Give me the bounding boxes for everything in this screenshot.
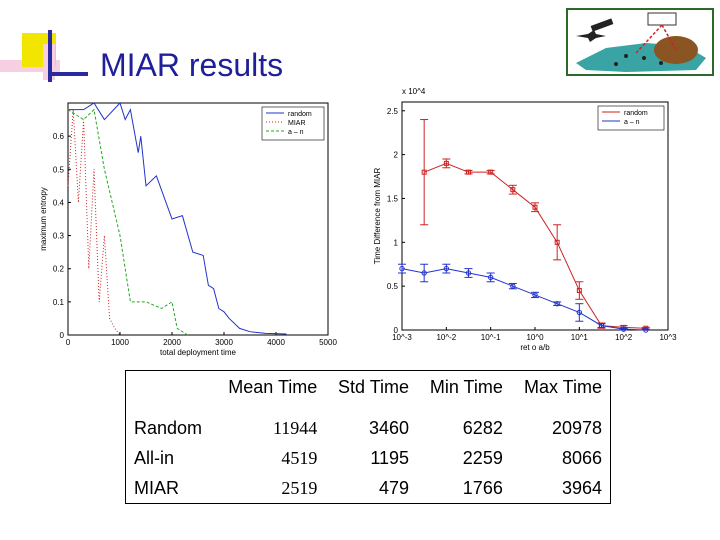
series-line-random: [68, 102, 287, 335]
y-tick-label: 0.4: [53, 198, 65, 207]
decor-blue-hline: [48, 72, 88, 76]
x-tick-label: 3000: [215, 338, 233, 347]
plot-frame: [67, 102, 329, 336]
y-tick-label: 1: [394, 238, 399, 247]
y-tick-label: 0.2: [53, 265, 65, 274]
cell-mean: 11944: [272, 417, 318, 438]
data-point: [487, 274, 494, 281]
cell-std: 1195: [370, 447, 410, 468]
legend-label: a – n: [288, 129, 304, 136]
illustration-label-box: [647, 12, 677, 26]
y-axis-label: Time Difference from MIAR: [373, 168, 382, 265]
x-axis-label: total deployment time: [160, 348, 237, 357]
results-table: Mean Time Std Time Min Time Max Time Ran…: [125, 370, 611, 504]
cell-mean: 4519: [281, 447, 318, 468]
decor-blue-vline: [48, 30, 52, 82]
table-row: MIAR 2519 479 1766 3964: [126, 473, 611, 504]
header-max-time: Max Time: [523, 377, 602, 397]
cell-mean: 2519: [281, 477, 318, 498]
y-axis-label: maximum entropy: [40, 187, 48, 251]
data-point: [576, 288, 582, 294]
sensor-network-illustration: [566, 8, 714, 76]
data-point: [443, 265, 450, 272]
header-min-time: Min Time: [429, 377, 503, 397]
y-tick-label: 0.5: [53, 165, 65, 174]
cell-max: 8066: [561, 447, 602, 468]
axis-multiplier: x 10^4: [402, 87, 426, 96]
x-tick-label: 10^-2: [436, 333, 456, 342]
row-label: Random: [134, 417, 203, 438]
y-tick-label: 0.1: [53, 298, 65, 307]
y-tick-label: 0: [60, 331, 65, 340]
cell-max: 20978: [551, 417, 602, 438]
data-point: [465, 270, 472, 276]
cell-min: 6282: [462, 417, 503, 438]
data-point: [532, 292, 538, 298]
x-tick-label: 2000: [163, 338, 181, 347]
series-line-random: [423, 162, 646, 329]
x-tick-label: 10^2: [615, 333, 633, 342]
entropy-chart: 0 1000 2000 3000 4000 5000 0 0.1 0.2 0.3 0.4 0.5 0.6…: [40, 95, 340, 360]
x-tick-label: 1000: [111, 338, 129, 347]
legend-label: random: [624, 110, 648, 117]
data-point: [421, 169, 427, 175]
data-point: [643, 327, 649, 333]
table-row: Random 11944 3460 6282 20978: [126, 413, 611, 443]
helicopter-icon: [590, 18, 614, 32]
legend-label: MIAR: [288, 120, 306, 127]
row-label: MIAR: [134, 477, 179, 498]
x-tick-label: 0: [66, 338, 71, 347]
data-point: [620, 326, 627, 332]
cell-min: 1766: [462, 477, 503, 498]
table-header-row: Mean Time Std Time Min Time Max Time: [126, 371, 611, 414]
x-tick-label: 5000: [319, 338, 337, 347]
y-tick-label: 1.5: [387, 194, 399, 203]
data-point: [443, 160, 449, 166]
series-line-miar: [67, 109, 121, 336]
y-tick-label: 0.6: [53, 132, 65, 141]
legend-label: random: [288, 111, 312, 118]
x-tick-label: 4000: [267, 338, 285, 347]
y-tick-label: 0.5: [387, 282, 399, 291]
data-point: [554, 239, 560, 245]
illustration-signal: [635, 24, 663, 54]
aircraft-icon: [576, 30, 606, 42]
data-point: [421, 270, 427, 276]
x-tick-label: 10^0: [526, 333, 544, 342]
series-line-an: [401, 268, 646, 331]
cell-std: 3460: [368, 417, 410, 438]
data-point: [510, 283, 516, 289]
legend-label: a – n: [624, 119, 640, 126]
x-tick-label: 10^1: [571, 333, 589, 342]
data-point: [532, 204, 538, 210]
y-tick-label: 0: [394, 326, 399, 335]
header-std-time: Std Time: [338, 377, 410, 397]
row-label: All-in: [134, 447, 175, 468]
data-point: [488, 169, 494, 175]
cell-std: 479: [378, 477, 410, 498]
x-tick-label: 10^-3: [392, 333, 412, 342]
data-point: [554, 300, 560, 307]
series-line-an: [67, 108, 188, 336]
header-empty: [126, 371, 215, 414]
illustration-mound: [654, 36, 698, 64]
legend-box: [597, 105, 665, 131]
y-tick-label: 0.3: [53, 232, 65, 241]
x-axis-label: ret o a/b: [520, 343, 550, 352]
data-point: [598, 322, 605, 329]
y-tick-label: 2: [394, 151, 399, 160]
data-point: [399, 265, 405, 272]
cell-min: 2259: [462, 447, 503, 468]
slide-title: MIAR results: [100, 47, 284, 83]
cell-max: 3964: [561, 477, 602, 498]
x-tick-label: 10^-1: [481, 333, 501, 342]
data-point: [576, 309, 583, 316]
data-point: [510, 187, 516, 193]
data-point: [466, 169, 471, 175]
table-row: All-in 4519 1195 2259 8066: [126, 443, 611, 473]
time-difference-chart: x 10^4 10^-3 10^-2 10^-1 10^0 10^1 10^2 10^3 0 0.…: [372, 84, 682, 367]
x-tick-label: 10^3: [659, 333, 677, 342]
y-tick-label: 2.5: [387, 107, 399, 116]
header-mean-time: Mean Time: [228, 377, 318, 397]
